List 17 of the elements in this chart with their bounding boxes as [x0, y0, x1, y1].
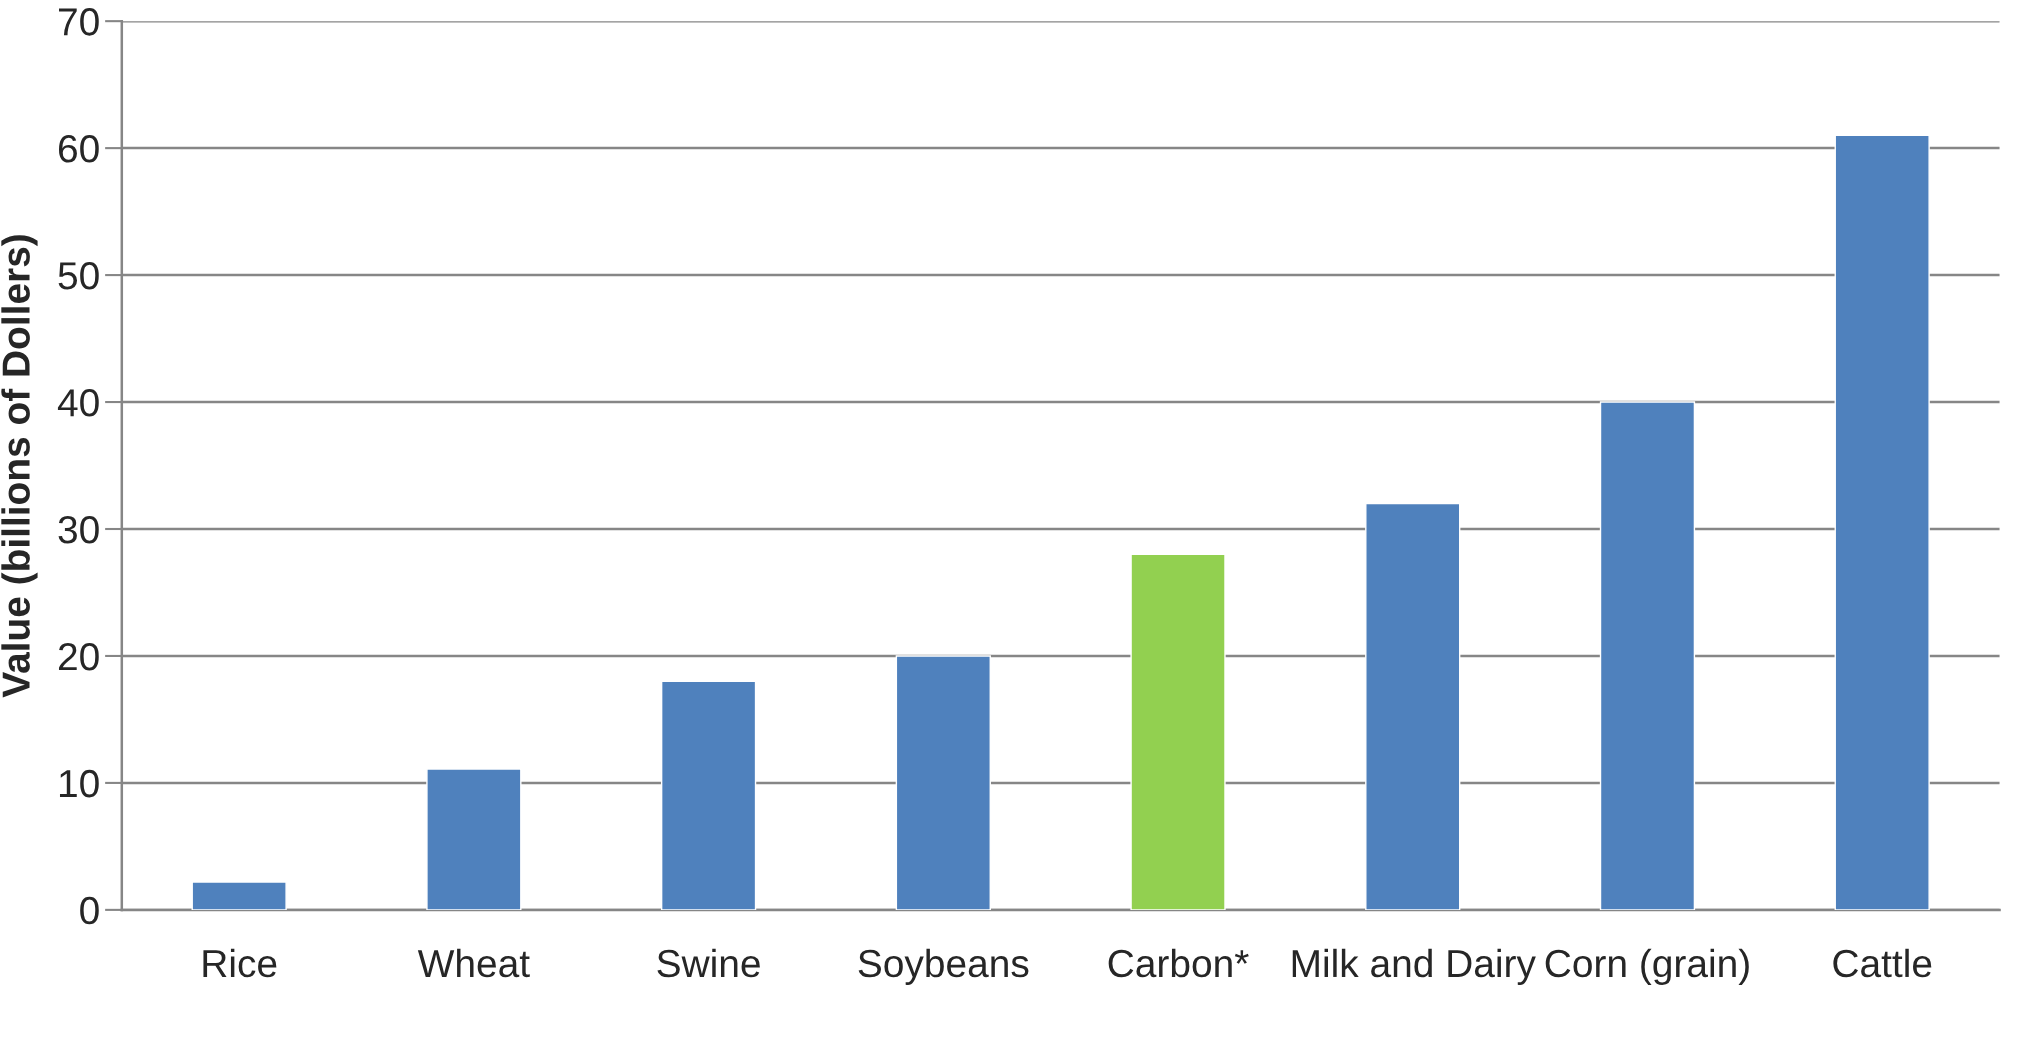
x-tick-label: Corn (grain): [1545, 948, 1749, 986]
y-tick-label: 30: [58, 515, 99, 544]
x-tick-label: Carbon*: [1108, 948, 1249, 978]
y-tick-label: 0: [80, 896, 99, 925]
x-tick-label: Soybeans: [858, 948, 1029, 986]
x-tick-label: Rice: [203, 948, 277, 978]
y-tick-label: 40: [57, 388, 99, 417]
y-tick-label: 70: [59, 8, 99, 36]
y-tick-label: 10: [59, 769, 99, 798]
y-axis-title: Value (billions of Dollers): [1, 235, 38, 698]
y-tick-label: 20: [58, 642, 99, 671]
x-tick-label: Swine: [657, 948, 760, 978]
x-tick-label: Milk and Dairy: [1292, 948, 1536, 986]
x-tick-label: Cattle: [1833, 948, 1932, 978]
y-tick-label: 60: [59, 135, 99, 163]
x-tick-label: Wheat: [417, 948, 530, 978]
y-tick-label: 50: [58, 262, 99, 290]
